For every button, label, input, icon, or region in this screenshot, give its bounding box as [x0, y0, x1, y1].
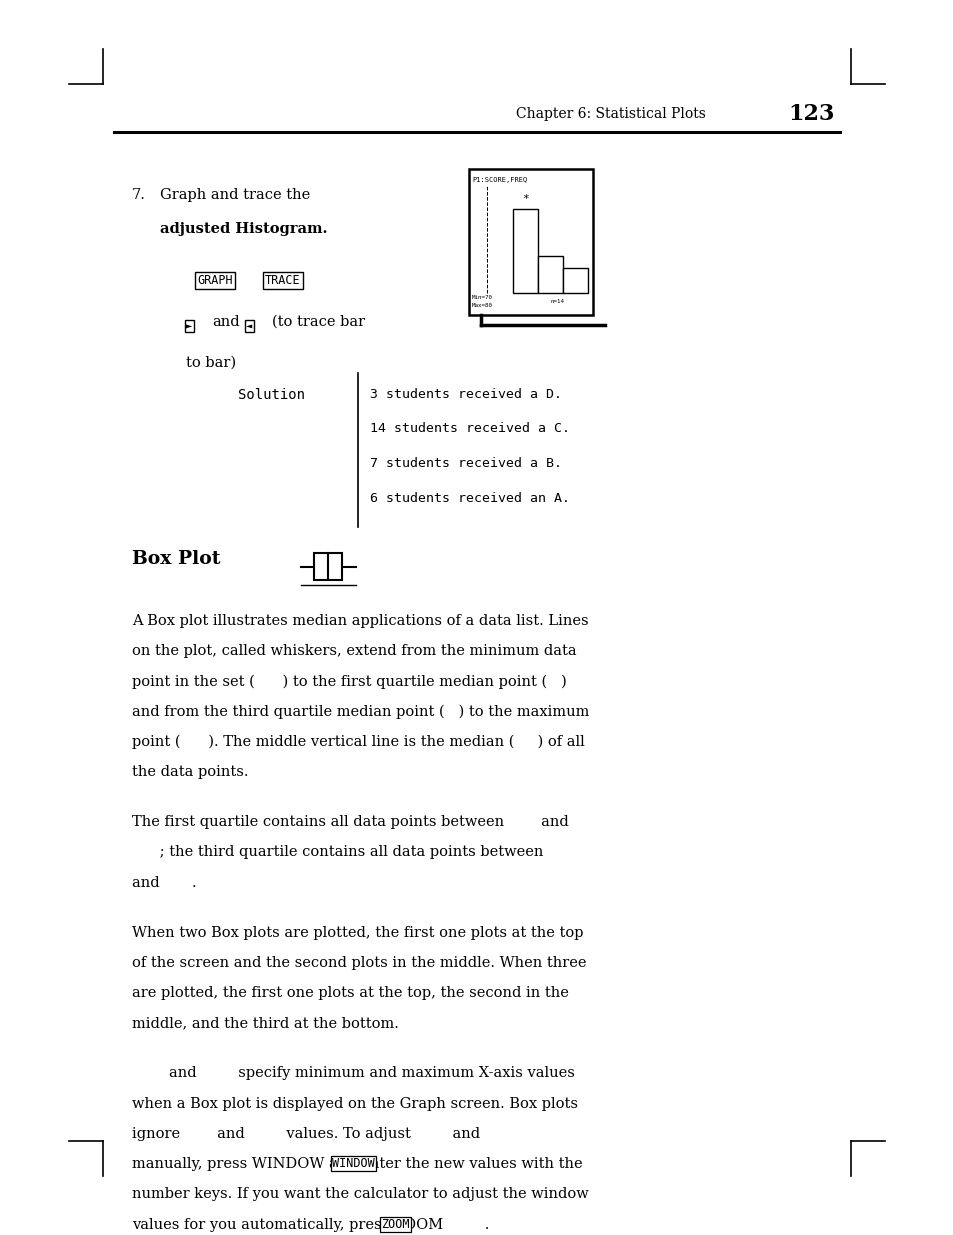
Text: ►: ► — [186, 321, 193, 331]
Text: When two Box plots are plotted, the first one plots at the top: When two Box plots are plotted, the firs… — [132, 926, 582, 940]
Text: ; the third quartile contains all data points between: ; the third quartile contains all data p… — [132, 846, 542, 860]
Text: and         specify minimum and maximum X-axis values: and specify minimum and maximum X-axis v… — [132, 1067, 574, 1081]
Text: (to trace bar: (to trace bar — [272, 315, 365, 329]
Text: Graph and trace the: Graph and trace the — [160, 188, 310, 201]
Text: ignore        and         values. To adjust         and: ignore and values. To adjust and — [132, 1128, 479, 1141]
Text: ◄: ◄ — [246, 321, 253, 331]
Text: *: * — [521, 194, 529, 204]
Bar — [469, 169, 593, 315]
Text: point (      ). The middle vertical line is the median (     ) of all: point ( ). The middle vertical line is t… — [132, 735, 584, 750]
Text: are plotted, the first one plots at the top, the second in the: are plotted, the first one plots at the … — [132, 987, 568, 1000]
Text: to bar): to bar) — [186, 356, 236, 369]
Text: 123: 123 — [787, 103, 834, 125]
Text: 6 students received an A.: 6 students received an A. — [370, 492, 570, 505]
Text: 7.: 7. — [132, 188, 146, 201]
Text: Min=70: Min=70 — [472, 295, 493, 300]
Text: manually, press WINDOW and enter the new values with the: manually, press WINDOW and enter the new… — [132, 1157, 581, 1171]
Bar — [537, 256, 562, 293]
Bar — [513, 209, 537, 293]
Text: ZOOM: ZOOM — [381, 1218, 410, 1231]
Text: when a Box plot is displayed on the Graph screen. Box plots: when a Box plot is displayed on the Grap… — [132, 1097, 578, 1110]
Text: number keys. If you want the calculator to adjust the window: number keys. If you want the calculator … — [132, 1188, 588, 1202]
Bar — [562, 268, 587, 293]
Text: on the plot, called whiskers, extend from the minimum data: on the plot, called whiskers, extend fro… — [132, 645, 576, 658]
Bar — [314, 553, 341, 580]
Text: WINDOW: WINDOW — [332, 1157, 375, 1171]
Text: of the screen and the second plots in the middle. When three: of the screen and the second plots in th… — [132, 956, 585, 969]
Text: and: and — [212, 315, 239, 329]
Text: 14 students received a C.: 14 students received a C. — [370, 422, 570, 436]
Text: 3 students received a D.: 3 students received a D. — [370, 388, 561, 401]
Text: GRAPH: GRAPH — [197, 274, 233, 288]
Text: and       .: and . — [132, 876, 196, 889]
Text: Chapter 6: Statistical Plots: Chapter 6: Statistical Plots — [516, 107, 705, 121]
Text: Max=80: Max=80 — [472, 303, 493, 308]
Text: The first quartile contains all data points between        and: The first quartile contains all data poi… — [132, 815, 568, 829]
Text: Box Plot: Box Plot — [132, 550, 220, 568]
Text: P1:SCORE,FREQ: P1:SCORE,FREQ — [472, 177, 527, 183]
Text: TRACE: TRACE — [265, 274, 300, 288]
Text: Solution: Solution — [238, 388, 305, 401]
Text: n=14: n=14 — [550, 299, 564, 304]
Text: 7 students received a B.: 7 students received a B. — [370, 457, 561, 471]
Text: the data points.: the data points. — [132, 764, 248, 779]
Text: point in the set (      ) to the first quartile median point (   ): point in the set ( ) to the first quarti… — [132, 674, 566, 689]
Text: adjusted Histogram.: adjusted Histogram. — [160, 222, 328, 236]
Text: and from the third quartile median point (   ) to the maximum: and from the third quartile median point… — [132, 704, 588, 719]
Text: middle, and the third at the bottom.: middle, and the third at the bottom. — [132, 1016, 398, 1030]
Text: A Box plot illustrates median applications of a data list. Lines: A Box plot illustrates median applicatio… — [132, 614, 588, 627]
Text: values for you automatically, press ZOOM         .: values for you automatically, press ZOOM… — [132, 1218, 489, 1231]
